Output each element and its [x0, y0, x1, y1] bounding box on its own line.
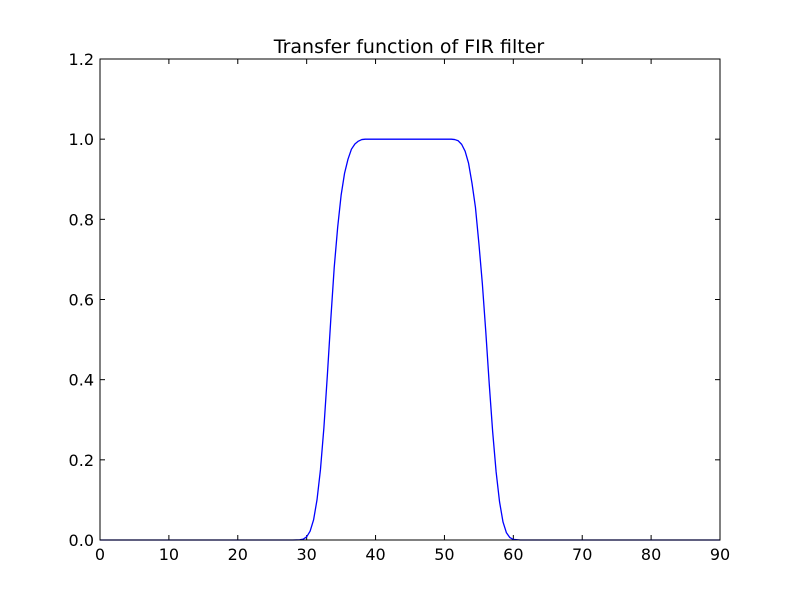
- y-tick-label: 1.2: [69, 50, 94, 69]
- y-tick-label: 0.8: [69, 210, 94, 229]
- y-tick-label: 0.0: [69, 531, 94, 550]
- y-tick-label: 0.6: [69, 291, 94, 310]
- x-tick-label: 70: [572, 545, 592, 564]
- x-tick-label: 30: [296, 545, 316, 564]
- x-tick-label: 10: [159, 545, 179, 564]
- series-line-0: [100, 138, 720, 541]
- plot-area-frame: [99, 58, 721, 541]
- x-tick-label: 60: [503, 545, 523, 564]
- x-tick-label: 20: [228, 545, 248, 564]
- x-tick-label: 90: [710, 545, 730, 564]
- tick-labels: 0 10 20 30 40 50 60 70 80 90 0.0 0.2 0.4 0.6 0.8 1.0 1.2: [69, 50, 731, 564]
- y-tick-label: 0.2: [69, 451, 94, 470]
- y-tick-label: 0.4: [69, 371, 94, 390]
- chart-title: Transfer function of FIR filter: [273, 36, 545, 58]
- x-tick-label: 0: [95, 545, 105, 564]
- y-tick-label: 1.0: [69, 130, 94, 149]
- tick-marks: [99, 58, 721, 541]
- x-tick-label: 40: [365, 545, 385, 564]
- x-tick-label: 80: [641, 545, 661, 564]
- x-tick-label: 50: [434, 545, 454, 564]
- series-layer: [100, 138, 720, 541]
